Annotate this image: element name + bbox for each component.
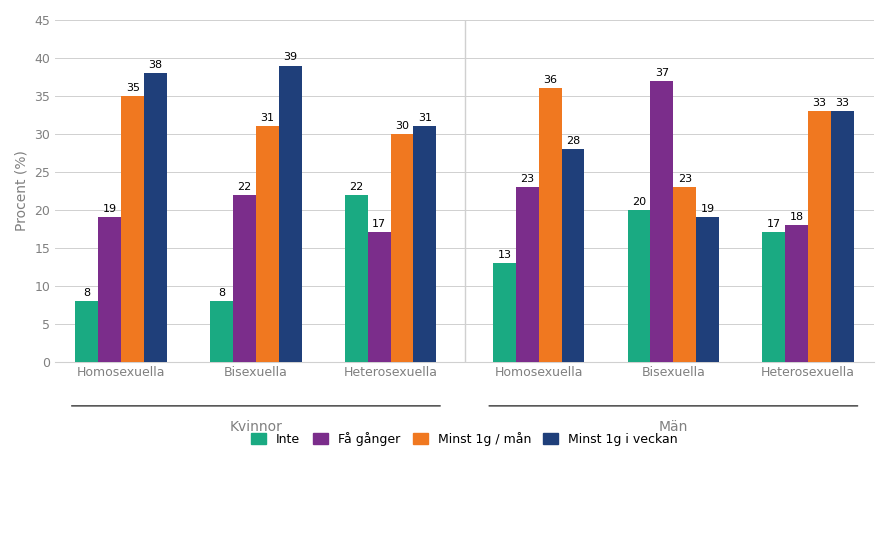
Bar [256,126,279,361]
Text: 23: 23 [520,174,534,184]
Bar [562,149,584,361]
Legend: Inte, Få gånger, Minst 1g / mån, Minst 1g i veckan: Inte, Få gånger, Minst 1g / mån, Minst 1… [246,427,683,451]
Bar [628,210,651,361]
Y-axis label: Procent (%): Procent (%) [15,150,29,231]
Bar [345,195,368,361]
Bar [673,187,696,361]
Text: 37: 37 [655,68,669,78]
Text: 19: 19 [103,204,116,214]
Text: 30: 30 [395,121,409,131]
Bar [368,233,390,361]
Bar [210,301,233,361]
Text: 38: 38 [148,60,163,70]
Text: 17: 17 [372,220,386,229]
Text: 19: 19 [701,204,715,214]
Text: 31: 31 [418,113,432,123]
Bar [808,111,831,361]
Text: 35: 35 [125,83,140,93]
Text: Kvinnor: Kvinnor [229,420,283,433]
Bar [121,96,144,361]
Bar [233,195,256,361]
Bar [99,217,121,361]
Text: 8: 8 [84,288,91,298]
Bar [539,88,562,361]
Bar [493,263,516,361]
Text: 22: 22 [349,182,364,192]
Text: 33: 33 [813,98,827,108]
Bar [144,73,167,361]
Bar [696,217,719,361]
Text: 33: 33 [836,98,849,108]
Text: 8: 8 [218,288,225,298]
Bar [651,81,673,361]
Text: 13: 13 [497,250,511,260]
Text: 23: 23 [677,174,692,184]
Bar [279,65,301,361]
Bar [762,233,785,361]
Text: 31: 31 [260,113,275,123]
Bar [785,225,808,361]
Bar [390,134,413,361]
Text: 17: 17 [766,220,781,229]
Text: Män: Män [659,420,688,433]
Text: 18: 18 [789,212,804,222]
Bar [76,301,99,361]
Text: 39: 39 [284,52,297,63]
Bar [831,111,853,361]
Text: 20: 20 [632,197,646,207]
Text: 28: 28 [566,136,581,146]
Text: 36: 36 [543,75,557,85]
Bar [413,126,436,361]
Bar [516,187,539,361]
Text: 22: 22 [237,182,252,192]
